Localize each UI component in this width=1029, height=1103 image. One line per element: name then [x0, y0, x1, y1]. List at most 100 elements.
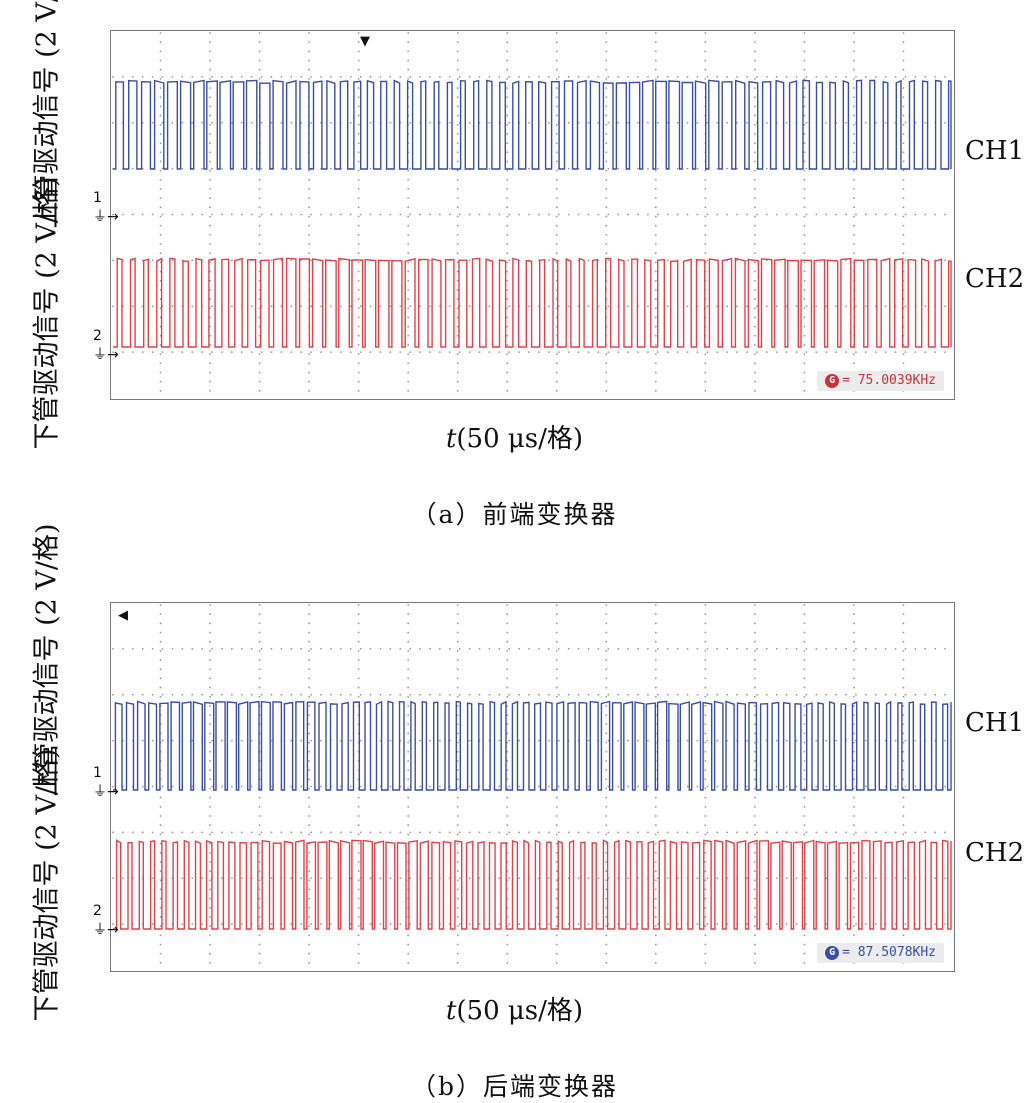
grid-dot: [349, 647, 352, 650]
grid-dot: [803, 206, 806, 209]
grid-dot: [753, 87, 756, 89]
grid-dot: [122, 213, 124, 216]
grid-dot: [753, 151, 756, 154]
grid-dot: [478, 877, 481, 880]
grid-dot: [159, 389, 162, 392]
grid-dot: [506, 32, 509, 34]
grid-dot: [339, 351, 342, 354]
grid-dot: [308, 833, 311, 836]
grid-dot: [211, 693, 213, 696]
grid-dot: [676, 167, 679, 170]
grid-dot: [696, 693, 699, 696]
grid-dot: [853, 659, 855, 661]
grid-dot: [547, 923, 550, 926]
grid-dot: [753, 732, 756, 735]
grid-dot: [159, 87, 162, 89]
grid-dot: [456, 925, 459, 928]
grid-dot: [853, 861, 855, 863]
grid-dot: [835, 305, 838, 308]
grid-dot: [874, 877, 877, 880]
grid-dot: [191, 739, 194, 742]
grid-dot: [407, 695, 410, 698]
grid-dot: [577, 213, 580, 216]
grid-dot: [753, 879, 756, 882]
grid-dot: [209, 888, 211, 891]
grid-dot: [605, 380, 608, 383]
grid-dot: [605, 105, 608, 108]
grid-dot: [159, 188, 162, 190]
grid-dot: [159, 178, 162, 181]
grid-dot: [654, 631, 657, 634]
grid-dot: [904, 75, 907, 78]
grid-dot: [853, 151, 855, 154]
grid-dot: [654, 68, 657, 71]
grid-dot: [785, 213, 788, 216]
grid-dot: [508, 259, 511, 262]
grid-dot: [753, 50, 756, 53]
grid-dot: [407, 334, 410, 337]
grid-dot: [181, 121, 184, 124]
grid-dot: [419, 739, 421, 742]
grid-dot: [448, 213, 451, 216]
grid-dot: [904, 693, 907, 696]
grid-dot: [258, 353, 261, 356]
grid-dot: [654, 677, 657, 680]
grid-dot: [666, 647, 669, 650]
grid-dot: [159, 833, 162, 836]
grid-dot: [407, 289, 410, 291]
grid-dot: [706, 785, 709, 788]
grid-dot: [151, 75, 154, 78]
grid-dot: [704, 233, 707, 236]
grid-dot: [159, 659, 162, 661]
grid-dot: [159, 133, 162, 135]
grid-dot: [853, 833, 855, 836]
grid-dot: [159, 888, 162, 891]
grid-dot: [478, 923, 481, 926]
grid-dot: [555, 961, 558, 964]
grid-dot: [706, 647, 709, 650]
grid-dot: [853, 622, 855, 625]
grid-dot: [577, 647, 580, 650]
grid-dot: [686, 75, 689, 78]
grid-dot: [803, 961, 806, 964]
grid-dot: [627, 647, 630, 650]
grid-dot: [458, 693, 461, 696]
grid-dot: [676, 213, 679, 216]
grid-dot: [803, 50, 806, 53]
grid-dot: [209, 316, 211, 319]
grid-dot: [379, 923, 382, 926]
grid-dot: [874, 75, 877, 78]
grid-dot: [407, 934, 410, 937]
grid-dot: [171, 75, 174, 78]
grid-dot: [815, 213, 818, 216]
grid-dot: [753, 769, 756, 772]
grid-dot: [221, 121, 223, 124]
grid-dot: [904, 785, 907, 788]
grid-dot: [211, 647, 213, 650]
grid-dot: [506, 206, 509, 209]
grid-dot: [902, 769, 905, 772]
grid-dot: [258, 934, 261, 937]
grid-dot: [456, 298, 459, 300]
grid-dot: [161, 693, 164, 696]
grid-dot: [181, 877, 184, 880]
grid-dot: [704, 796, 707, 799]
grid-dot: [835, 75, 838, 78]
grid-dot: [308, 224, 311, 227]
grid-dot: [308, 824, 311, 827]
grid-dot: [260, 213, 263, 216]
grid-dot: [506, 123, 509, 126]
grid-dot: [607, 785, 610, 788]
grid-dot: [567, 647, 570, 650]
grid-dot: [803, 87, 806, 89]
grid-dot: [159, 851, 162, 854]
grid-dot: [448, 693, 451, 696]
grid-dot: [506, 188, 509, 190]
grid-dot: [853, 769, 855, 772]
grid-dot: [159, 677, 162, 680]
grid-dot: [753, 96, 756, 99]
grid-dot: [280, 121, 283, 124]
grid-dot: [357, 677, 360, 680]
grid-dot: [557, 785, 560, 788]
grid-dot: [171, 739, 174, 742]
